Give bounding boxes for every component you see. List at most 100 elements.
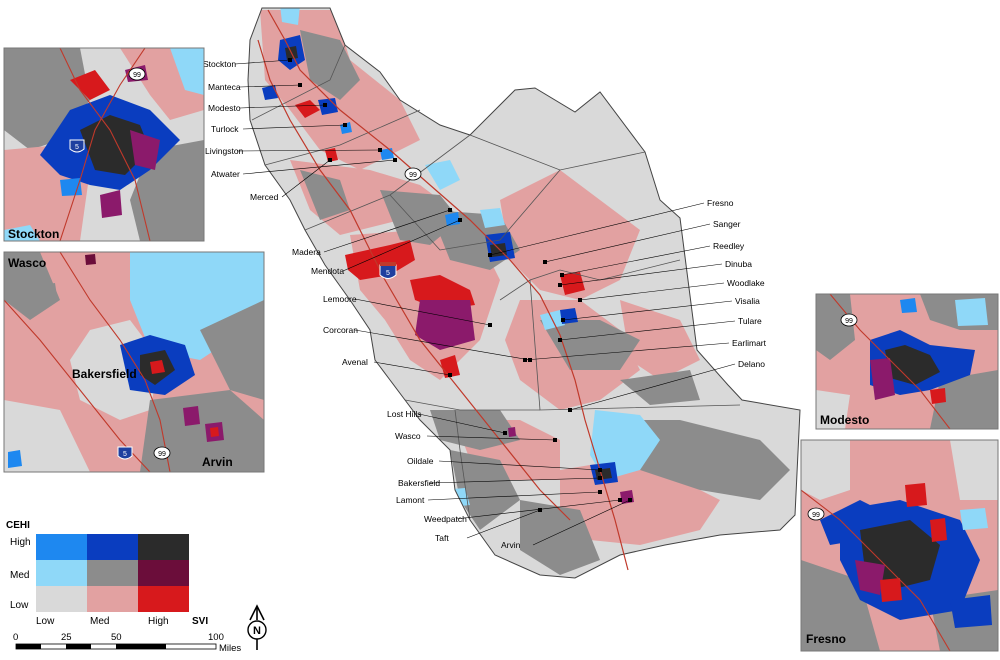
city-point <box>538 508 542 512</box>
city-leader-line <box>579 282 725 301</box>
city-point <box>393 158 397 162</box>
city-point <box>298 83 302 87</box>
legend-cell-med-low <box>36 560 87 586</box>
svg-text:99: 99 <box>133 72 141 79</box>
legend-x-low: Low <box>36 616 55 627</box>
arvin-inset-label: Arvin <box>202 455 233 469</box>
fresno-sr99-shield: 99 <box>807 507 825 521</box>
city-point <box>598 476 602 480</box>
city-point <box>561 318 565 322</box>
scale-tick-100: 100 <box>208 632 224 643</box>
city-label: Visalia <box>735 296 760 306</box>
legend-cehi-title: CEHI <box>6 520 30 531</box>
city-point <box>448 208 452 212</box>
scale-tick-25: 25 <box>61 632 72 643</box>
city-manteca: Manteca <box>208 82 302 92</box>
city-leader-line <box>489 202 705 256</box>
bakersfield-sr99-shield: 99 <box>153 446 171 460</box>
city-leader-line <box>281 159 331 198</box>
city-label: Tulare <box>738 316 762 326</box>
city-leader-line <box>239 84 301 88</box>
city-leader-line <box>544 223 711 263</box>
legend-cell-high-med <box>87 534 138 560</box>
city-point <box>598 468 602 472</box>
city-label: Avenal <box>342 357 368 367</box>
fresno-inset-title: Fresno <box>806 632 846 646</box>
city-label: Oildale <box>407 456 434 466</box>
city-label: Lamont <box>396 495 425 505</box>
city-wasco: Wasco <box>395 431 557 442</box>
city-oildale: Oildale <box>407 456 602 472</box>
wasco-inset-label: Wasco <box>8 256 46 270</box>
city-leader-line <box>234 59 291 65</box>
city-lost-hills: Lost Hills <box>387 409 507 435</box>
city-stockton: Stockton <box>203 58 292 69</box>
city-taft: Taft <box>435 508 542 543</box>
city-lemoore: Lemoore <box>323 294 492 327</box>
city-point <box>503 431 507 435</box>
city-leader-line <box>373 361 451 376</box>
legend-cell-high-high <box>138 534 189 560</box>
city-point <box>328 158 332 162</box>
legend-svi-title: SVI <box>192 616 208 627</box>
city-fresno: Fresno <box>488 198 734 257</box>
city-point <box>288 58 292 62</box>
bakersfield-i5-shield: 5 <box>117 446 133 460</box>
city-label: Corcoran <box>323 325 358 335</box>
svg-text:5: 5 <box>123 451 127 458</box>
city-point <box>598 490 602 494</box>
city-point <box>378 148 382 152</box>
stockton-inset-title: Stockton <box>8 227 59 241</box>
bakersfield-inset: 5 99 Wasco Bakersfield Arvin <box>3 251 265 473</box>
north-arrow-label: N <box>253 625 261 637</box>
city-label: Reedley <box>713 241 745 251</box>
city-leader-line <box>569 363 736 411</box>
city-leader-line <box>342 219 461 272</box>
modesto-sr99-shield: 99 <box>840 313 858 327</box>
city-label: Merced <box>250 192 279 202</box>
city-visalia: Visalia <box>561 296 760 322</box>
city-leader-line <box>561 245 711 276</box>
city-point <box>553 438 557 442</box>
city-label: Wasco <box>395 431 421 441</box>
city-label: Lost Hills <box>387 409 421 419</box>
city-point <box>488 253 492 257</box>
svg-text:5: 5 <box>75 144 79 151</box>
city-label: Arvin <box>501 540 521 550</box>
city-label: Earlimart <box>732 338 767 348</box>
scale-bar: 0 25 50 100 Miles <box>13 632 241 654</box>
stockton-i5-shield: 5 <box>69 139 85 153</box>
city-label: Woodlake <box>727 278 765 288</box>
city-point <box>558 283 562 287</box>
city-label: Manteca <box>208 82 241 92</box>
city-label: Bakersfield <box>398 478 440 488</box>
city-label: Sanger <box>713 219 741 229</box>
city-label: Taft <box>435 533 449 543</box>
city-leader-line <box>242 159 396 175</box>
sr99-shield-label: 99 <box>409 172 417 179</box>
city-label: Turlock <box>211 124 239 134</box>
city-tulare: Tulare <box>558 316 762 342</box>
legend-cell-high-low <box>36 534 87 560</box>
city-earlimart: Earlimart <box>523 338 767 362</box>
city-madera: Madera <box>292 208 452 257</box>
city-label: Livingston <box>205 146 244 156</box>
city-point <box>528 358 532 362</box>
stockton-inset: 5 99 Stockton <box>3 47 205 242</box>
city-point <box>560 273 564 277</box>
city-label: Modesto <box>208 103 241 113</box>
city-point <box>568 408 572 412</box>
city-dinuba: Dinuba <box>558 259 752 287</box>
legend-cell-med-med <box>87 560 138 586</box>
city-point <box>488 323 492 327</box>
city-label: Stockton <box>203 59 236 69</box>
city-bakersfield: Bakersfield <box>398 476 602 488</box>
legend-cell-low-low <box>36 586 87 612</box>
city-leader-line <box>354 298 491 326</box>
city-leader-line <box>418 413 506 434</box>
city-point <box>578 298 582 302</box>
city-reedley: Reedley <box>560 241 745 277</box>
city-label: Delano <box>738 359 765 369</box>
city-label: Dinuba <box>725 259 752 269</box>
